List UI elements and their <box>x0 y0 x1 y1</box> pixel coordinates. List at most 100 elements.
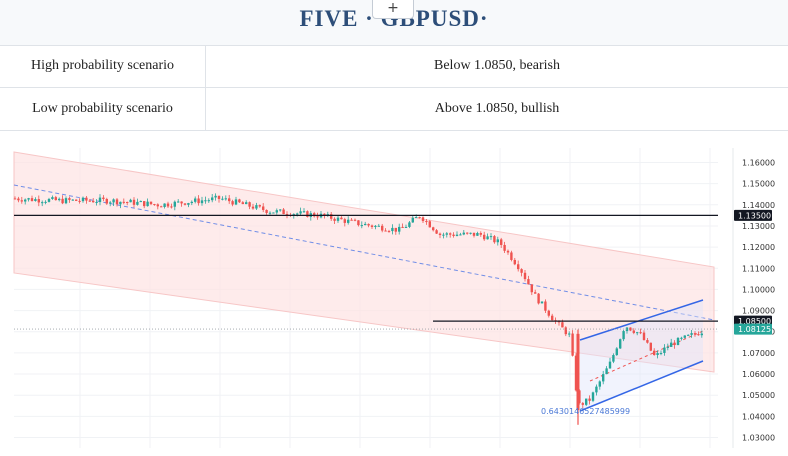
candle-body <box>231 201 234 205</box>
candle-body <box>523 272 527 280</box>
candle-body <box>364 223 367 226</box>
candle-body <box>615 348 618 356</box>
candle-body <box>540 301 544 304</box>
candle-body <box>581 403 584 405</box>
candle-body <box>24 199 27 202</box>
y-tick-label: 1.06000 <box>742 370 775 379</box>
candle-body <box>251 206 255 209</box>
candle-body <box>163 203 166 207</box>
candle-body <box>370 225 374 227</box>
candle-body <box>183 203 187 205</box>
candle-body <box>258 205 261 207</box>
candle-body <box>642 332 646 341</box>
candle-body <box>160 206 163 208</box>
channel-upper <box>579 299 704 341</box>
candle-body <box>54 197 57 201</box>
candle-body <box>279 209 282 211</box>
candle-body <box>408 222 411 227</box>
candle-body <box>510 252 513 260</box>
candle-body <box>197 198 200 204</box>
candle-body <box>166 203 170 207</box>
y-tick-label: 1.11000 <box>742 264 775 273</box>
candle-body <box>608 361 612 369</box>
candle-body <box>534 292 537 294</box>
candle-body <box>71 199 74 201</box>
candle-body <box>649 342 652 351</box>
candle-body <box>547 310 550 316</box>
candle-body <box>520 269 523 273</box>
candle-body <box>241 202 244 205</box>
price-tag-label: 1.13500 <box>738 211 771 220</box>
candle-body <box>517 264 520 270</box>
candle-body <box>466 232 469 234</box>
candle-body <box>632 330 635 333</box>
candle-body <box>347 219 350 223</box>
candle-body <box>248 202 251 207</box>
candle-body <box>598 381 601 387</box>
candle-body <box>194 198 197 202</box>
candle-body <box>306 211 309 217</box>
candle-body <box>221 198 224 200</box>
candle-body <box>343 219 346 223</box>
y-tick-label: 1.05000 <box>742 391 775 400</box>
candle-body <box>204 200 207 202</box>
y-tick-label: 1.13000 <box>742 222 775 231</box>
candle-body <box>37 199 40 203</box>
candle-body <box>425 221 428 223</box>
scenario-table: High probability scenario Below 1.0850, … <box>0 45 788 131</box>
price-tag <box>734 209 772 221</box>
candle-body <box>78 200 81 202</box>
candle-body <box>58 198 61 201</box>
scenario-label: High probability scenario <box>0 45 206 88</box>
candle-body <box>612 355 615 362</box>
candle-body <box>245 202 248 205</box>
scenario-value: Above 1.0850, bullish <box>205 87 788 131</box>
candle-body <box>381 225 384 231</box>
candle-body <box>377 225 380 227</box>
candle-body <box>136 201 139 205</box>
candle-body <box>666 346 669 348</box>
candle-body <box>177 201 180 203</box>
candle-body <box>190 201 193 204</box>
candle-body <box>217 195 221 199</box>
candle-body <box>551 315 554 321</box>
candle-body <box>462 232 465 235</box>
candle-body <box>687 334 690 336</box>
candle-body <box>602 374 605 382</box>
candle-body <box>41 202 44 204</box>
candle-body <box>51 197 54 199</box>
candle-body <box>340 217 343 220</box>
candle-body <box>153 204 156 206</box>
candle-body <box>605 368 608 375</box>
candle-body <box>506 250 510 253</box>
expand-button[interactable]: + <box>372 0 414 19</box>
candle-body <box>95 202 98 204</box>
candle-body <box>275 210 278 213</box>
candle-body <box>591 392 595 401</box>
candle-body <box>34 199 37 201</box>
candle-body <box>690 333 693 335</box>
candle-body <box>367 223 370 226</box>
candle-body <box>61 198 64 204</box>
scenario-label: Low probability scenario <box>0 87 206 131</box>
candle-body <box>415 217 418 219</box>
candle-body <box>129 199 132 203</box>
candle-body <box>636 332 639 334</box>
candle-body <box>132 199 136 205</box>
candle-body <box>557 321 561 323</box>
price-tag-label: 1.08125 <box>738 325 771 334</box>
chart-canvas[interactable]: 0.6430146527485999 1.16000 1.15000 1.14000… <box>0 133 788 456</box>
candle-body <box>357 220 360 226</box>
candle-body <box>449 233 452 235</box>
candle-body <box>588 398 591 401</box>
ascending-channel <box>580 300 703 411</box>
candle-body <box>455 234 459 236</box>
candle-body <box>109 202 112 204</box>
candle-body <box>139 201 142 203</box>
candle-body <box>432 227 435 231</box>
y-tick-label: 1.03000 <box>742 434 775 443</box>
candle-body <box>401 226 404 228</box>
candle-body <box>180 201 183 204</box>
price-chart[interactable]: 0.6430146527485999 1.16000 1.15000 1.14000… <box>0 133 788 456</box>
candle-body <box>574 355 578 391</box>
